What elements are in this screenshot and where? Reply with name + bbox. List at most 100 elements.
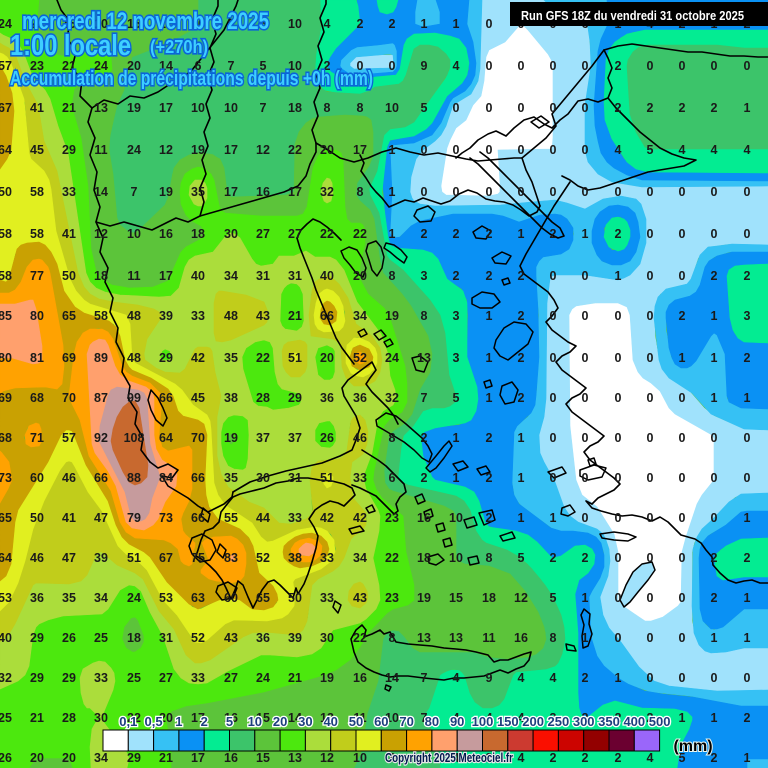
svg-text:1: 1 — [744, 391, 751, 405]
svg-text:1: 1 — [389, 185, 396, 199]
svg-text:29: 29 — [30, 631, 44, 645]
svg-text:24: 24 — [0, 17, 12, 31]
svg-text:0: 0 — [550, 431, 557, 445]
svg-text:12: 12 — [514, 591, 528, 605]
svg-text:12: 12 — [256, 143, 270, 157]
svg-text:50: 50 — [30, 511, 44, 525]
svg-text:57: 57 — [0, 59, 12, 73]
svg-text:2: 2 — [550, 227, 557, 241]
svg-text:27: 27 — [224, 671, 238, 685]
svg-text:92: 92 — [94, 431, 108, 445]
svg-text:8: 8 — [421, 309, 428, 323]
svg-text:17: 17 — [191, 751, 205, 765]
svg-text:16: 16 — [514, 631, 528, 645]
svg-text:24: 24 — [94, 59, 108, 73]
svg-text:21: 21 — [288, 309, 302, 323]
svg-text:66: 66 — [159, 391, 173, 405]
svg-text:33: 33 — [320, 591, 334, 605]
svg-text:22: 22 — [353, 227, 367, 241]
svg-text:41: 41 — [62, 511, 76, 525]
svg-text:25: 25 — [94, 631, 108, 645]
svg-text:0: 0 — [421, 143, 428, 157]
svg-text:30: 30 — [94, 711, 108, 725]
svg-text:12: 12 — [320, 751, 334, 765]
svg-text:0: 0 — [582, 511, 589, 525]
svg-text:77: 77 — [30, 269, 44, 283]
svg-text:0: 0 — [647, 59, 654, 73]
svg-text:2: 2 — [615, 751, 622, 765]
svg-text:3: 3 — [550, 711, 557, 725]
svg-text:80: 80 — [0, 351, 12, 365]
svg-text:108: 108 — [124, 431, 145, 445]
svg-text:15: 15 — [256, 711, 270, 725]
svg-text:13: 13 — [94, 101, 108, 115]
svg-text:4: 4 — [518, 711, 525, 725]
svg-text:10: 10 — [288, 17, 302, 31]
svg-text:0: 0 — [647, 671, 654, 685]
svg-text:29: 29 — [30, 671, 44, 685]
svg-text:0: 0 — [615, 185, 622, 199]
svg-text:0: 0 — [615, 631, 622, 645]
svg-text:4: 4 — [647, 751, 654, 765]
svg-text:0: 0 — [711, 59, 718, 73]
svg-text:58: 58 — [0, 269, 12, 283]
svg-text:4: 4 — [550, 671, 557, 685]
svg-text:29: 29 — [62, 143, 76, 157]
svg-text:4: 4 — [453, 59, 460, 73]
svg-text:0: 0 — [615, 551, 622, 565]
svg-text:23: 23 — [30, 59, 44, 73]
svg-text:0: 0 — [582, 143, 589, 157]
svg-text:0: 0 — [744, 185, 751, 199]
svg-text:400: 400 — [623, 714, 645, 729]
svg-text:0: 0 — [550, 309, 557, 323]
svg-text:13: 13 — [288, 751, 302, 765]
svg-text:0: 0 — [518, 143, 525, 157]
svg-text:2: 2 — [582, 751, 589, 765]
svg-text:7: 7 — [260, 101, 267, 115]
svg-text:0: 0 — [453, 101, 460, 115]
svg-text:26: 26 — [0, 751, 12, 765]
svg-text:39: 39 — [94, 551, 108, 565]
svg-text:0: 0 — [647, 269, 654, 283]
svg-text:33: 33 — [62, 185, 76, 199]
svg-text:11: 11 — [94, 143, 107, 157]
svg-text:16: 16 — [159, 227, 173, 241]
svg-text:67: 67 — [159, 551, 173, 565]
svg-text:32: 32 — [0, 671, 12, 685]
svg-text:12: 12 — [94, 227, 108, 241]
svg-text:7: 7 — [421, 711, 428, 725]
svg-text:4: 4 — [453, 751, 460, 765]
svg-text:0: 0 — [615, 431, 622, 445]
svg-text:50: 50 — [0, 185, 12, 199]
svg-text:0: 0 — [679, 391, 686, 405]
svg-text:0: 0 — [744, 59, 751, 73]
svg-text:16: 16 — [224, 711, 238, 725]
svg-text:35: 35 — [224, 351, 238, 365]
svg-text:48: 48 — [224, 309, 238, 323]
svg-text:0: 0 — [582, 351, 589, 365]
svg-text:33: 33 — [191, 671, 205, 685]
svg-text:12: 12 — [159, 17, 173, 31]
svg-text:28: 28 — [256, 391, 270, 405]
svg-text:2: 2 — [711, 591, 718, 605]
svg-text:69: 69 — [0, 391, 12, 405]
svg-text:36: 36 — [353, 391, 367, 405]
svg-text:100: 100 — [472, 714, 494, 729]
svg-text:17: 17 — [191, 711, 205, 725]
svg-text:2: 2 — [615, 227, 622, 241]
svg-text:0: 0 — [744, 471, 751, 485]
svg-text:4: 4 — [744, 143, 751, 157]
svg-text:0: 0 — [679, 227, 686, 241]
svg-text:58: 58 — [30, 227, 44, 241]
svg-text:4: 4 — [518, 671, 525, 685]
svg-text:1: 1 — [744, 101, 751, 115]
svg-text:26: 26 — [320, 431, 334, 445]
svg-text:0: 0 — [679, 671, 686, 685]
svg-text:53: 53 — [159, 591, 173, 605]
svg-text:1: 1 — [744, 631, 751, 645]
svg-text:0: 0 — [453, 185, 460, 199]
svg-text:23: 23 — [385, 511, 399, 525]
svg-text:0: 0 — [647, 471, 654, 485]
svg-text:4: 4 — [486, 711, 493, 725]
svg-text:50: 50 — [349, 714, 363, 729]
